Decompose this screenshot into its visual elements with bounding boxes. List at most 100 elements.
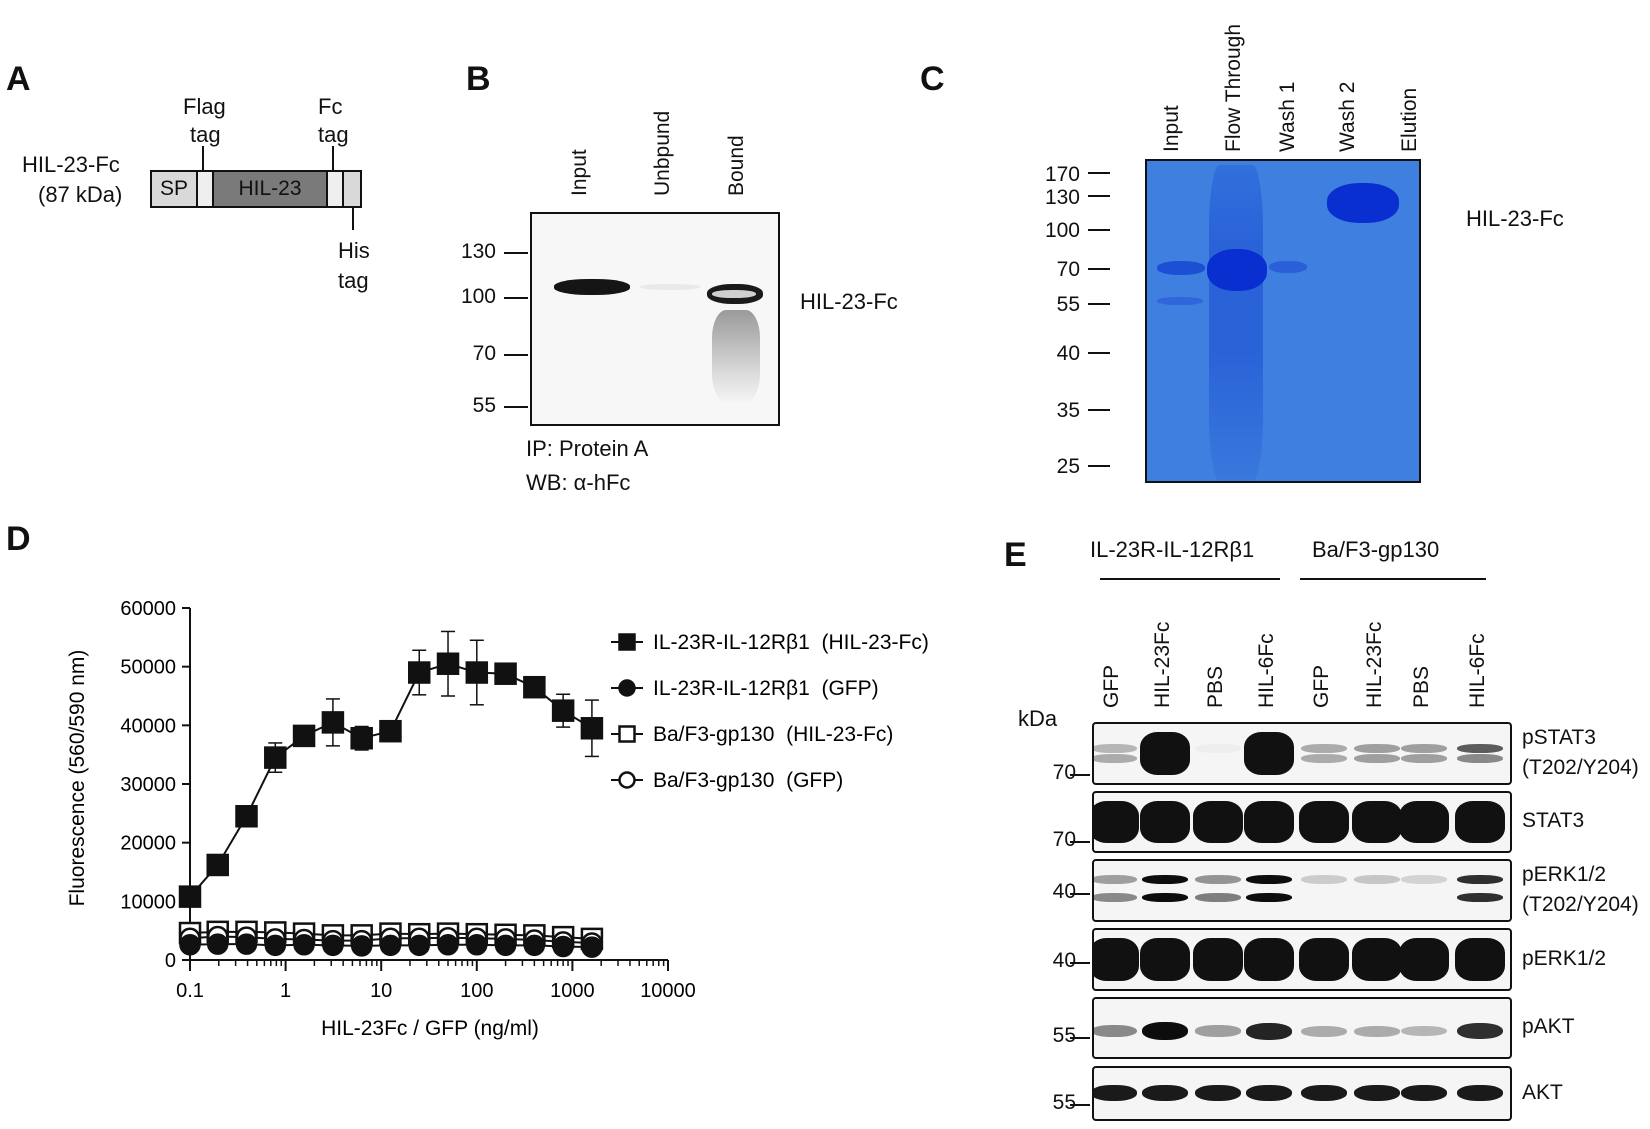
mw-marker: 70	[472, 342, 496, 365]
band	[1142, 1085, 1188, 1101]
x-axis-label: HIL-23Fc / GFP (ng/ml)	[321, 1017, 539, 1040]
lane-label: Unbpund	[651, 110, 674, 196]
data-point	[465, 661, 489, 684]
data-point	[494, 934, 517, 957]
gel-smear-flowthrough	[1209, 165, 1263, 481]
band-label-b: HIL-23-Fc	[800, 289, 898, 314]
band	[1244, 938, 1294, 981]
data-point	[350, 935, 373, 957]
band-unbound	[640, 284, 700, 290]
y-tick-label: 50000	[120, 657, 176, 679]
band	[1195, 744, 1241, 753]
lane-label: PBS	[1410, 665, 1433, 708]
segment-divider	[212, 172, 214, 206]
mw-tick	[504, 406, 528, 408]
x-tick-label: 1000	[550, 980, 595, 1002]
fc-tag-label: Fc	[318, 94, 343, 119]
band	[1094, 875, 1137, 884]
mw-tick	[1088, 172, 1110, 174]
gel-band-wash1	[1269, 261, 1307, 273]
lane-label: HIL-6Fc	[1466, 633, 1489, 708]
lane-label: HIL-23Fc	[1363, 621, 1386, 708]
mw-tick	[1070, 841, 1090, 843]
mw-marker: 55	[1056, 293, 1080, 316]
panel-d-label: D	[6, 520, 31, 558]
lane-label: Elution	[1398, 87, 1421, 152]
mw-tick	[1070, 962, 1090, 964]
band	[1457, 875, 1503, 884]
x-tick-label: 1	[280, 980, 291, 1002]
blot-strip	[1092, 859, 1512, 922]
data-point	[206, 853, 229, 877]
data-point	[523, 675, 546, 699]
data-point	[494, 662, 517, 685]
legend-entry: Ba/F3-gp130 (HIL-23-Fc)	[653, 723, 893, 746]
series-0	[178, 630, 604, 908]
panel-c-label: C	[920, 60, 945, 98]
band-label-c: HIL-23-Fc	[1466, 206, 1564, 231]
segment-divider	[342, 172, 344, 206]
band	[1142, 893, 1188, 902]
construct-name: HIL-23-Fc	[22, 152, 120, 177]
mw-tick	[1070, 893, 1090, 895]
data-point	[551, 699, 575, 722]
mw-tick	[1088, 229, 1110, 231]
x-tick-label: 10000	[640, 980, 696, 1002]
band	[1399, 938, 1449, 981]
lane-label: Wash 1	[1276, 81, 1299, 152]
band	[1299, 938, 1349, 981]
group-line	[1100, 578, 1280, 580]
series-1	[179, 933, 603, 958]
band	[1352, 938, 1402, 981]
band	[1246, 875, 1292, 884]
flag-tag-label: tag	[190, 122, 221, 147]
segment-hil23: HIL-23	[214, 172, 326, 206]
band	[1301, 754, 1347, 763]
legend-marker	[618, 633, 636, 651]
band	[1455, 938, 1505, 981]
band	[1401, 1085, 1447, 1101]
band	[1195, 875, 1241, 884]
x-tick-label: 100	[460, 980, 493, 1002]
fc-tag-line	[332, 146, 334, 170]
mw-marker: 55	[472, 394, 496, 417]
legend-entry: IL-23R-IL-12Rβ1 (HIL-23-Fc)	[653, 631, 929, 654]
mw-marker: 55	[1052, 1024, 1076, 1047]
segment-his	[344, 172, 360, 206]
data-point	[235, 805, 258, 828]
mw-tick	[1088, 303, 1110, 305]
his-tag-label: His	[338, 238, 370, 263]
band	[1195, 1085, 1241, 1101]
group-line	[1300, 578, 1486, 580]
lane-label: HIL-23Fc	[1151, 621, 1174, 708]
blot-label: (T202/Y204)	[1522, 756, 1639, 779]
y-tick-label: 30000	[120, 774, 176, 796]
data-point	[179, 933, 201, 956]
mw-marker: 40	[1056, 342, 1080, 365]
band	[1455, 801, 1505, 843]
band	[1246, 1022, 1292, 1040]
x-tick-label: 0.1	[176, 980, 204, 1002]
data-point	[408, 934, 430, 957]
band	[1094, 1085, 1137, 1101]
mw-marker: 70	[1052, 761, 1076, 784]
mw-marker: 70	[1052, 828, 1076, 851]
band	[1195, 1025, 1241, 1037]
band	[1457, 1022, 1503, 1040]
data-point	[292, 724, 316, 748]
flag-tag-line	[202, 146, 204, 170]
his-tag-label: tag	[338, 268, 369, 293]
data-point	[437, 933, 459, 956]
data-point	[580, 717, 604, 740]
band	[1354, 744, 1400, 753]
blot-strip	[1092, 928, 1512, 991]
band	[1301, 744, 1347, 753]
construct-diagram: SP HIL-23	[150, 170, 362, 208]
y-tick-label: 10000	[120, 891, 176, 913]
lane-label: Flow Through	[1222, 23, 1245, 152]
band	[1354, 1025, 1400, 1037]
y-tick-label: 0	[165, 950, 176, 972]
mw-tick	[504, 354, 528, 356]
data-point	[321, 711, 345, 734]
mw-tick	[1070, 774, 1090, 776]
